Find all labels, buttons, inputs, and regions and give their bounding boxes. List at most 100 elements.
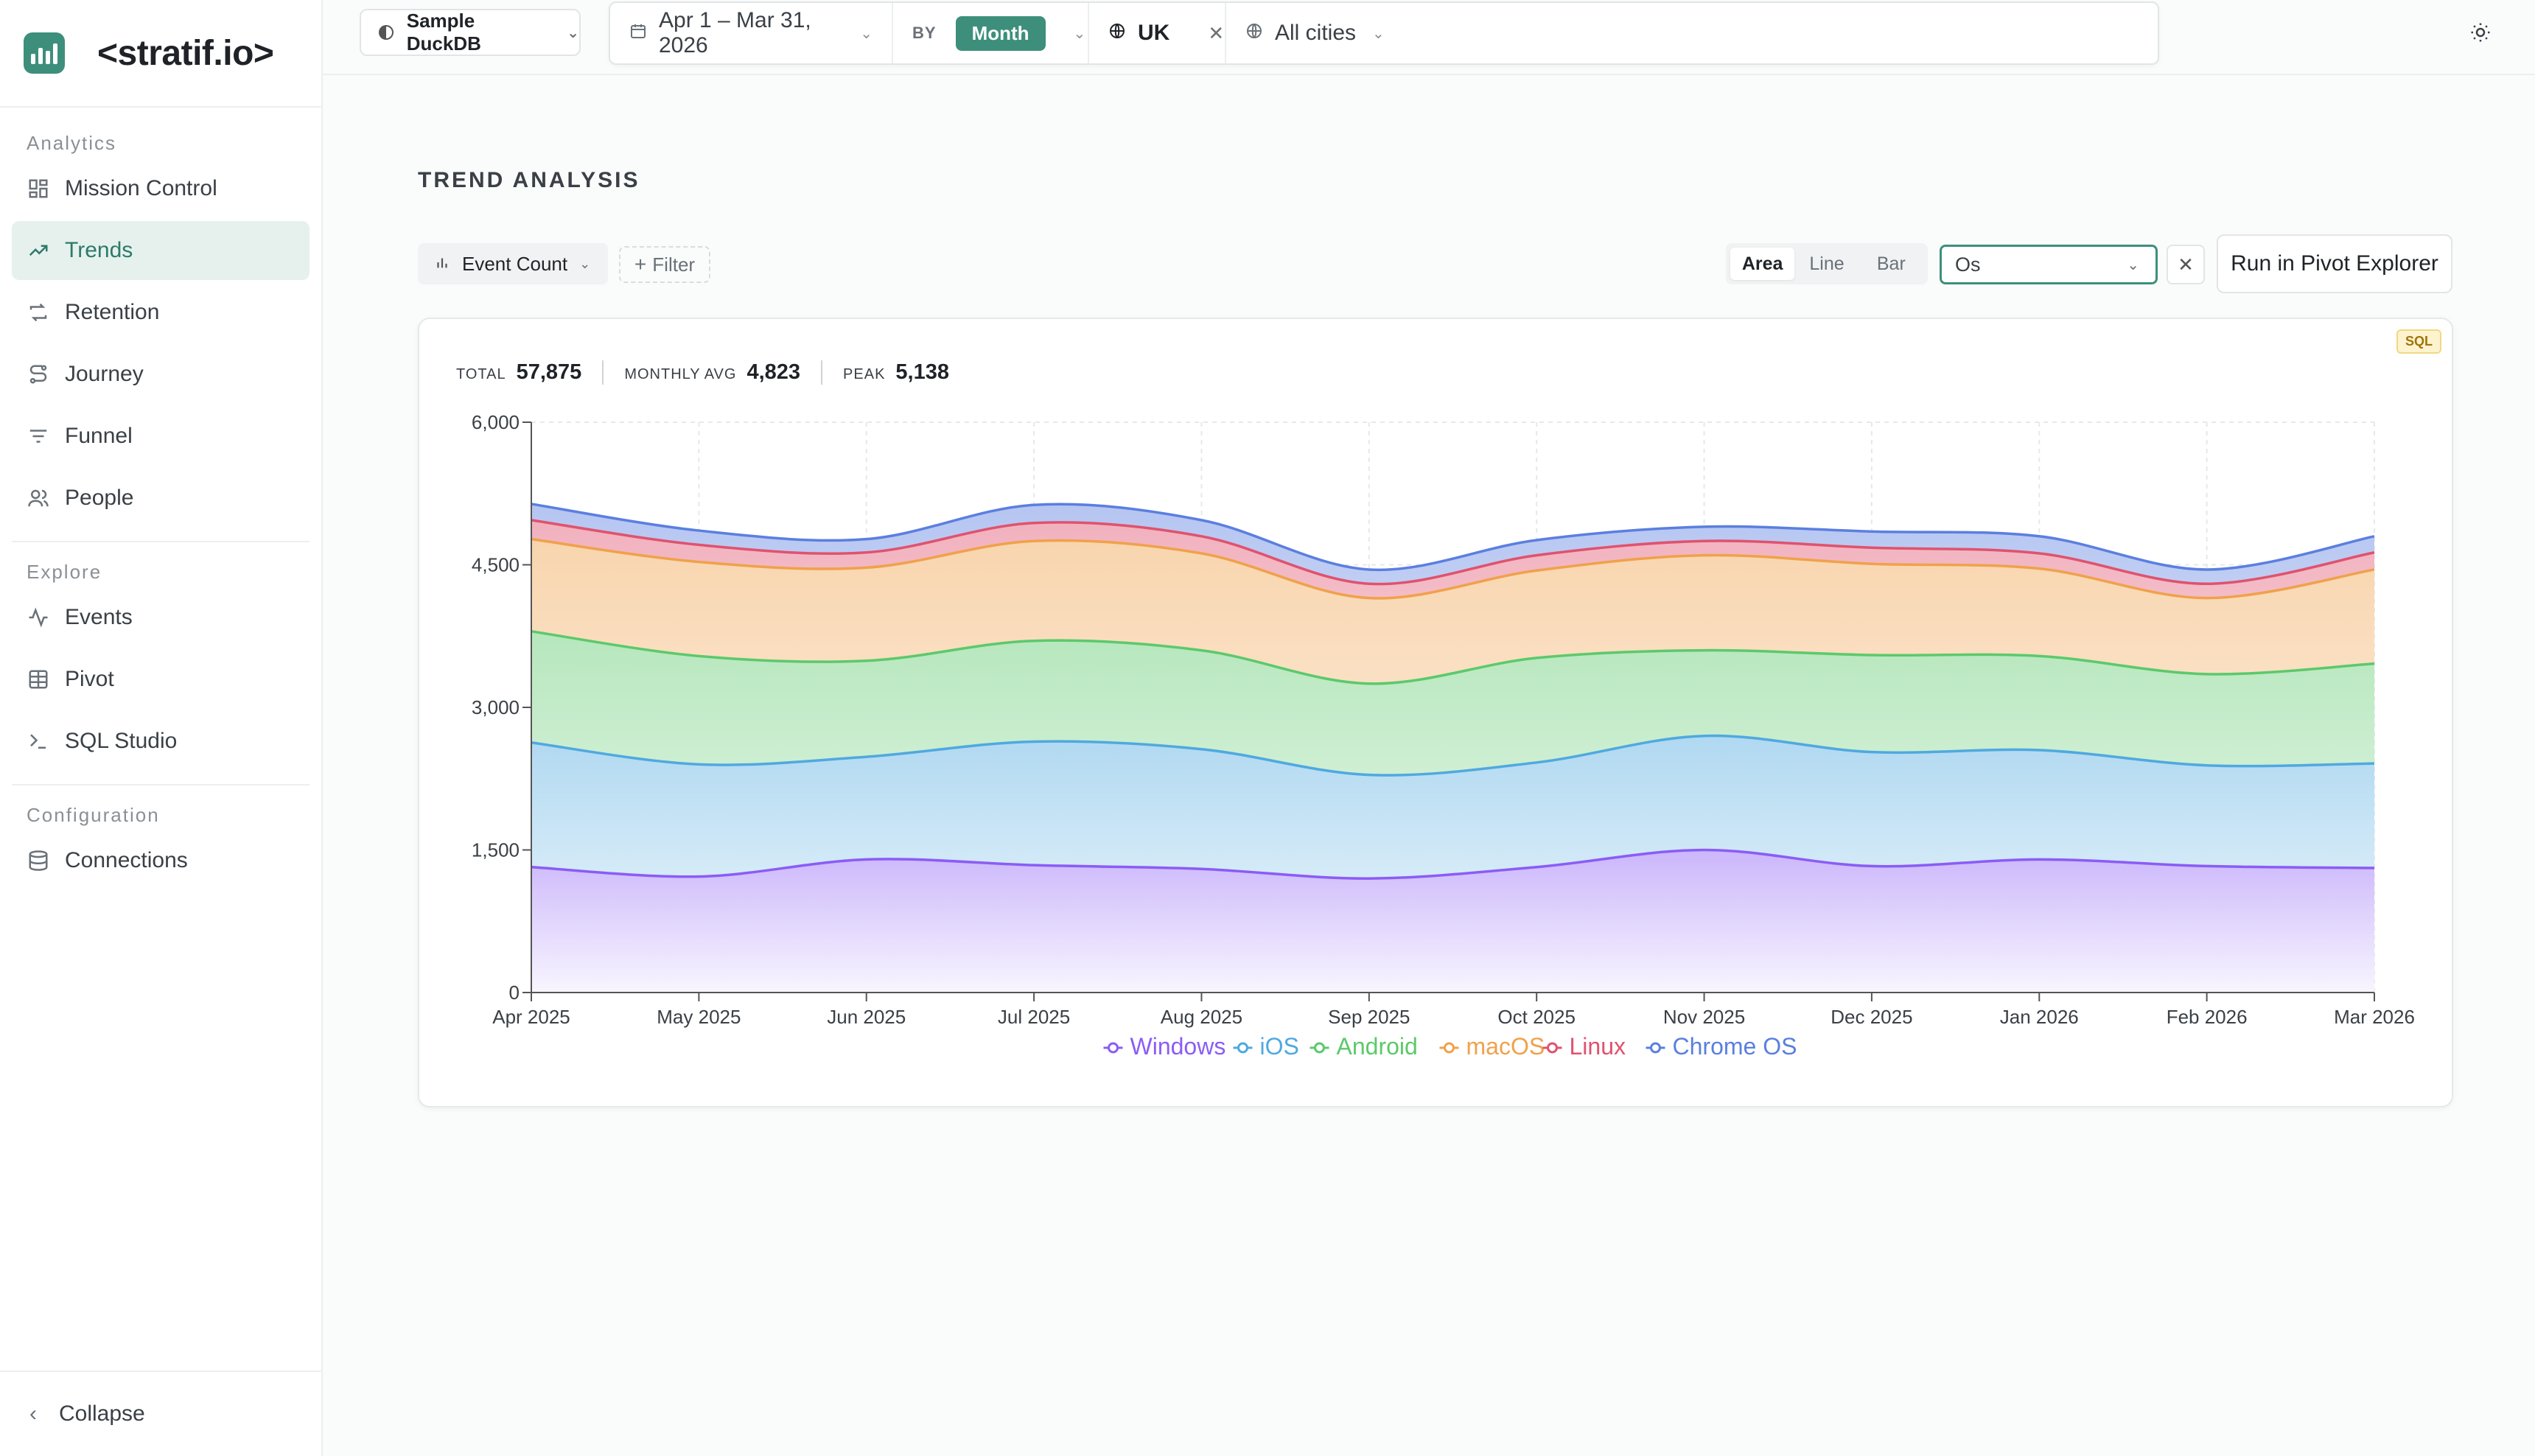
nav-section-heading: Configuration [27, 803, 160, 826]
x-tick-label: Jul 2025 [998, 1006, 1070, 1028]
chevron-down-icon: ⌄ [579, 256, 591, 271]
x-tick-label: Nov 2025 [1663, 1006, 1745, 1028]
legend-item-android[interactable]: Android [1310, 1033, 1418, 1060]
clear-breakdown-button[interactable]: ✕ [2167, 245, 2205, 284]
chevron-down-icon: ⌄ [1073, 25, 1086, 42]
legend-swatch-marker [1547, 1042, 1558, 1054]
breakdown-value: Os [1955, 253, 1981, 276]
sidebar-item-retention[interactable]: Retention [12, 283, 310, 342]
datasource-label: Sample DuckDB [406, 10, 481, 55]
legend-swatch-marker [1444, 1042, 1455, 1054]
x-tick-label: Aug 2025 [1161, 1006, 1242, 1028]
sidebar-item-pivot[interactable]: Pivot [12, 650, 310, 709]
x-tick-label: May 2025 [657, 1006, 741, 1028]
sidebar-item-funnel[interactable]: Funnel [12, 407, 310, 466]
sidebar-item-journey[interactable]: Journey [12, 345, 310, 404]
legend-label: Android [1337, 1033, 1418, 1060]
x-tick-label: Oct 2025 [1497, 1006, 1576, 1028]
series-line-ios [531, 734, 2375, 777]
plus-icon: + [634, 253, 647, 276]
brand[interactable]: <stratif.io> [0, 0, 321, 108]
chart-stats: TOTAL 57,875 MONTHLY AVG 4,823 PEAK 5,13… [456, 360, 990, 385]
legend-item-linux[interactable]: Linux [1542, 1033, 1626, 1060]
legend-item-macos[interactable]: macOS [1439, 1033, 1545, 1060]
x-tick-label: Feb 2026 [2167, 1006, 2248, 1028]
collapse-label: Collapse [59, 1401, 145, 1426]
x-tick-label: Dec 2025 [1831, 1006, 1912, 1028]
granularity-selector[interactable]: BY Month ⌄ [893, 3, 1089, 63]
legend-swatch-marker [1108, 1042, 1119, 1054]
close-icon[interactable]: ✕ [1208, 21, 1225, 44]
legend-label: iOS [1260, 1033, 1299, 1060]
sidebar-nav: Analytics Mission Control Trends Retention J… [0, 108, 321, 890]
y-tick-label: 6,000 [472, 411, 520, 433]
stat-total-value: 57,875 [516, 360, 582, 384]
city-filter[interactable]: All cities ⌄ [1226, 3, 1404, 63]
legend-label: macOS [1466, 1033, 1545, 1060]
y-tick-label: 3,000 [472, 696, 520, 718]
legend-item-chrome-os[interactable]: Chrome OS [1646, 1033, 1797, 1060]
legend-swatch-marker [1237, 1042, 1248, 1054]
stat-peak: PEAK 5,138 [843, 360, 970, 385]
brand-name: <stratif.io> [97, 33, 274, 73]
globe-icon [1245, 22, 1263, 45]
datasource-icon [379, 25, 394, 40]
stat-total-label: TOTAL [456, 366, 506, 382]
close-icon: ✕ [2178, 253, 2194, 276]
collapse-button[interactable]: ‹ Collapse [0, 1371, 321, 1456]
table-icon [27, 668, 50, 691]
sidebar-item-label: SQL Studio [65, 729, 178, 753]
metric-selector[interactable]: Event Count ⌄ [418, 243, 608, 284]
date-range-picker[interactable]: Apr 1 – Mar 31, 2026 ⌄ [610, 3, 893, 63]
sidebar-item-label: Events [65, 605, 133, 629]
breakdown-select[interactable]: Os ⌄ [1940, 245, 2158, 284]
stat-avg: MONTHLY AVG 4,823 [624, 360, 823, 385]
sql-badge[interactable]: SQL [2396, 329, 2441, 354]
country-filter[interactable]: UK ✕ [1089, 3, 1226, 63]
metric-label: Event Count [462, 252, 568, 275]
activity-icon [27, 606, 50, 629]
sidebar-item-sql-studio[interactable]: SQL Studio [12, 712, 310, 771]
people-icon [27, 486, 50, 510]
city-value: All cities [1275, 21, 1357, 45]
x-tick-label: Jun 2025 [827, 1006, 906, 1028]
mode-bar-button[interactable]: Bar [1876, 253, 1906, 274]
legend-item-windows[interactable]: Windows [1103, 1033, 1226, 1060]
dashboard-icon [27, 177, 50, 200]
x-tick-label: Jan 2026 [2000, 1006, 2079, 1028]
sidebar-item-trends[interactable]: Trends [12, 221, 310, 280]
area-windows [531, 850, 2374, 993]
chart-mode-toggle: Area Line Bar [1726, 243, 1928, 284]
chevron-left-icon: ‹ [29, 1401, 37, 1426]
nav-section: Explore Events Pivot SQL Studio [0, 556, 321, 771]
by-label: BY [912, 24, 937, 42]
sidebar-item-label: Pivot [65, 667, 114, 691]
nav-divider [12, 541, 310, 542]
nav-section: Configuration Connections [0, 799, 321, 890]
series-line-linux [531, 519, 2375, 586]
sidebar-item-label: Trends [65, 238, 133, 262]
legend-swatch-marker [1650, 1042, 1661, 1054]
sidebar-item-events[interactable]: Events [12, 588, 310, 647]
nav-section-heading: Explore [27, 560, 102, 583]
series-line-macos [531, 537, 2375, 600]
add-filter-button[interactable]: + Filter [619, 246, 710, 283]
legend-item-ios[interactable]: iOS [1233, 1033, 1299, 1060]
stat-avg-label: MONTHLY AVG [624, 366, 737, 382]
chevron-down-icon: ⌄ [567, 24, 579, 41]
sidebar-item-mission-control[interactable]: Mission Control [12, 159, 310, 218]
globe-icon [1108, 22, 1126, 45]
mode-line-button[interactable]: Line [1809, 253, 1845, 274]
logo-icon [24, 32, 65, 74]
stat-total: TOTAL 57,875 [456, 360, 604, 385]
mode-area-button[interactable]: Area [1730, 248, 1795, 280]
sidebar-item-label: People [65, 486, 134, 510]
datasource-selector[interactable]: Sample DuckDB ⌄ [360, 9, 581, 56]
sidebar-item-connections[interactable]: Connections [12, 831, 310, 890]
sidebar-item-people[interactable]: People [12, 469, 310, 528]
stat-peak-label: PEAK [843, 366, 886, 382]
nav-section: Analytics Mission Control Trends Retention J… [0, 127, 321, 528]
run-pivot-button[interactable]: Run in Pivot Explorer [2217, 234, 2452, 293]
sidebar-item-label: Connections [65, 848, 188, 872]
theme-toggle-sun-icon[interactable] [2467, 19, 2494, 46]
